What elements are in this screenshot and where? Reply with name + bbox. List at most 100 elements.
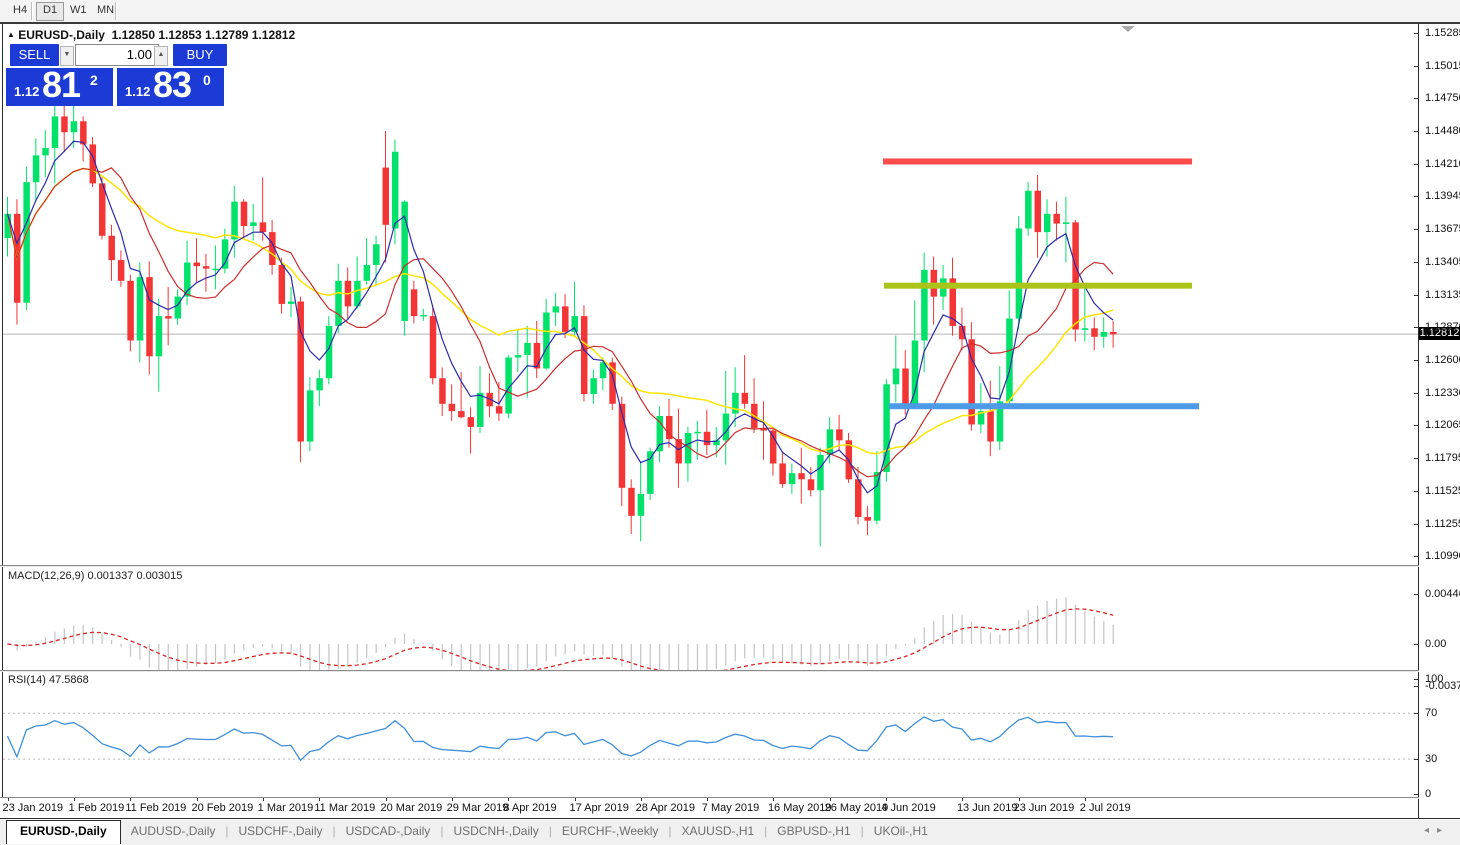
macd-bar — [479, 644, 481, 670]
timeframe-button-W1[interactable]: W1 — [70, 4, 87, 16]
macd-bar — [696, 644, 699, 670]
price-axis-label: 1.12065 — [1425, 419, 1460, 432]
sell-button[interactable]: SELL — [10, 44, 59, 66]
tab-AUDUSD-Daily[interactable]: AUDUSD-,Daily — [130, 824, 216, 838]
chart-shift-marker-icon[interactable] — [1121, 26, 1135, 32]
buy-button[interactable]: BUY — [173, 44, 227, 66]
volume-decrease-button[interactable]: ▼ — [60, 46, 74, 66]
macd-bar — [281, 644, 283, 652]
tab-USDCAD-Daily[interactable]: USDCAD-,Daily — [345, 824, 431, 838]
macd-bar — [772, 644, 774, 660]
hline-level-olive[interactable] — [884, 282, 1192, 289]
volume-input[interactable]: 1.00 — [75, 44, 159, 66]
macd-bar — [526, 644, 528, 669]
macd-bar — [1065, 597, 1067, 644]
tab-UKOil-H1[interactable]: UKOil-,H1 — [873, 824, 928, 838]
sell-price-box[interactable]: 1.12 81 2 — [6, 64, 113, 106]
candle-body — [306, 390, 314, 442]
macd-bar — [1074, 604, 1077, 644]
candle-body — [694, 431, 701, 434]
candle-body — [231, 201, 238, 240]
macd-bar — [262, 644, 264, 647]
price-axis-label: 1.11525 — [1425, 484, 1460, 497]
timeframe-button-MN[interactable]: MN — [97, 4, 115, 16]
macd-panel-chart — [7, 597, 1114, 670]
axis-tick — [1414, 229, 1418, 231]
timeframe-button-H4[interactable]: H4 — [13, 4, 28, 16]
macd-panel-separator[interactable] — [0, 565, 1460, 567]
candle-body — [1100, 331, 1108, 337]
date-tick — [1084, 798, 1086, 801]
price-axis: 1.12812 1.15285 1.15015 1.14750 1.14480 1.14… — [1414, 24, 1460, 818]
candle-body — [599, 362, 607, 379]
date-axis-label: 17 Apr 2019 — [569, 802, 629, 814]
hline-resistance-red[interactable] — [883, 158, 1192, 165]
candle-body — [637, 493, 645, 516]
macd-axis-label: -0.003715 — [1425, 679, 1460, 692]
price-axis-label: 1.11255 — [1425, 517, 1460, 530]
hline-support-blue[interactable] — [889, 403, 1199, 410]
date-tick — [640, 798, 642, 801]
macd-bar — [82, 624, 84, 644]
candle-body — [458, 411, 465, 418]
timeframe-button-D1[interactable]: D1 — [36, 2, 65, 21]
candle-body — [977, 411, 985, 425]
candle-body — [647, 451, 654, 494]
tab-USDCHF-Daily[interactable]: USDCHF-,Daily — [238, 824, 323, 838]
candle-body — [911, 340, 919, 407]
price-axis-label: 1.13135 — [1425, 288, 1460, 301]
candle-body — [146, 277, 153, 357]
candle-body — [580, 316, 588, 395]
axis-tick — [1414, 98, 1418, 100]
axis-tick — [1414, 425, 1418, 427]
buy-price-main: 83 — [153, 64, 192, 105]
tab-GBPUSD-H1[interactable]: GBPUSD-,H1 — [777, 824, 851, 838]
candle-body — [675, 439, 682, 464]
candle-body — [429, 316, 437, 379]
macd-bar — [876, 644, 878, 665]
candles-group — [4, 94, 1117, 547]
date-axis-label: 16 May 2019 — [767, 802, 832, 814]
axis-tick — [1414, 759, 1418, 761]
candle-body — [590, 378, 597, 395]
tab-EURCHF-Weekly[interactable]: EURCHF-,Weekly — [561, 824, 659, 838]
macd-bar — [677, 644, 680, 670]
candle-body — [760, 428, 767, 431]
candle-body — [562, 306, 569, 332]
candle-body — [987, 411, 994, 442]
axis-tick — [1414, 33, 1418, 34]
candle-body — [467, 417, 475, 427]
candle-body — [779, 463, 786, 485]
macd-bar — [753, 644, 755, 658]
price-axis-label: 1.11795 — [1425, 451, 1460, 464]
price-axis-label: 1.14750 — [1425, 92, 1460, 105]
candle-body — [184, 262, 191, 297]
macd-bar — [942, 614, 944, 644]
date-tick — [574, 798, 576, 801]
macd-bar — [885, 644, 888, 657]
rsi-panel-separator[interactable] — [0, 670, 1460, 672]
date-axis-label: 20 Mar 2019 — [380, 802, 443, 814]
candle-body — [949, 278, 956, 326]
tab-scroll-left-icon[interactable]: ◂ — [1423, 825, 1437, 836]
macd-bar — [1112, 624, 1114, 644]
macd-bar — [470, 644, 472, 670]
candle-body — [174, 296, 182, 319]
candle-body — [807, 479, 815, 491]
rsi-indicator-label: RSI(14) 47.5868 — [8, 674, 89, 686]
macd-bar — [611, 644, 613, 659]
tab-EURUSD-Daily[interactable]: EURUSD-,Daily — [6, 820, 121, 844]
volume-increase-button[interactable]: ▲ — [154, 46, 168, 66]
candle-body — [543, 312, 550, 369]
tab-USDCNH-Daily[interactable]: USDCNH-,Daily — [453, 824, 539, 838]
candle-body — [23, 182, 30, 303]
candle-body — [363, 264, 371, 281]
tab-XAUUSD-H1[interactable]: XAUUSD-,H1 — [681, 824, 755, 838]
macd-bar — [555, 644, 557, 657]
candle-body — [269, 232, 276, 265]
tab-scroll-right-icon[interactable]: ▸ — [1436, 825, 1450, 836]
candle-body — [741, 392, 749, 404]
axis-tick — [1414, 678, 1418, 680]
buy-price-box[interactable]: 1.12 83 0 — [117, 64, 224, 106]
price-axis-label: 1.12330 — [1425, 386, 1460, 399]
